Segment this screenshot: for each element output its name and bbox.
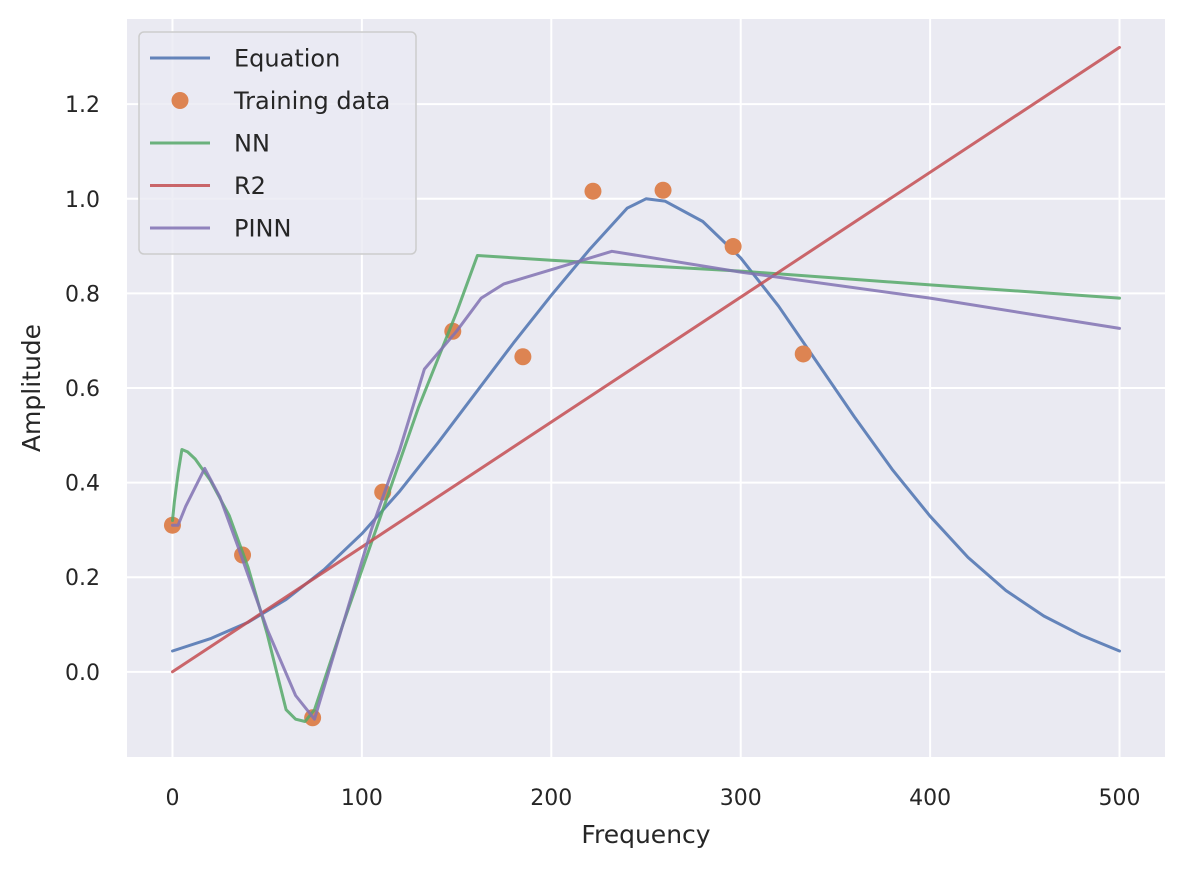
series-line-pinn [171,249,1121,721]
data-point-training-data [654,181,672,199]
y-tick-label: 0.8 [65,282,100,307]
x-tick-label: 400 [909,786,951,811]
y-tick-label: 1.2 [65,93,100,118]
y-tick-label: 0.4 [65,472,100,497]
series-line-r2 [171,45,1121,674]
data-point-training-data [514,348,532,366]
y-axis-label: Amplitude [17,324,46,452]
y-tick-label: 1.0 [65,188,100,213]
legend: Equation Training data NN R2 PINN [138,31,417,255]
x-tick-label: 100 [341,786,383,811]
x-axis-label: Frequency [581,820,710,849]
legend-label: Training data [233,87,390,115]
data-point-training-data [724,238,742,256]
legend-label: NN [234,130,270,158]
grid [127,19,1165,757]
x-tick-label: 0 [165,786,179,811]
data-point-training-data [794,345,812,363]
x-tick-label: 200 [530,786,572,811]
y-tick-label: 0.6 [65,377,100,402]
series-layer [163,45,1121,727]
legend-label: R2 [234,172,266,200]
data-point-training-data [584,182,602,200]
tick-labels: 0 100 200 300 400 500 0.0 0.2 0.4 0.6 0.8 1.0 1.2 [65,93,1141,811]
x-tick-label: 500 [1099,786,1141,811]
y-tick-label: 0.0 [65,661,100,686]
y-tick-label: 0.2 [65,566,100,591]
series-line-nn [171,254,1121,723]
legend-box [138,31,417,255]
x-tick-label: 300 [720,786,762,811]
series-line-equation [171,197,1121,653]
legend-label: Equation [234,45,340,73]
legend-swatch-marker [171,92,189,109]
legend-label: PINN [234,215,291,243]
